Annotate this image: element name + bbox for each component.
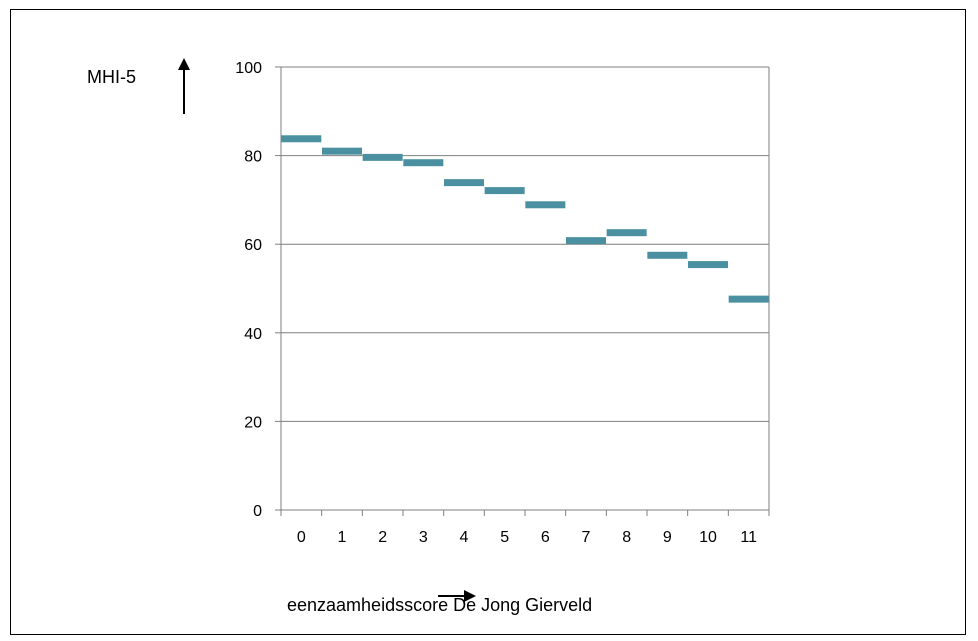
data-marker [281,135,322,143]
y-tick-labels: 0 20 40 60 80 100 [235,60,262,520]
y-tick-label: 20 [244,414,262,431]
x-tick-label: 1 [338,529,347,546]
x-tick-label: 5 [500,529,509,546]
x-tick-label: 6 [541,529,550,546]
x-tick-label: 2 [378,529,387,546]
x-axis-label: eenzaamheidsscore De Jong Gierveld [287,595,592,615]
x-tick-label: 9 [663,529,672,546]
gridlines [281,66,769,422]
data-marker [688,261,728,269]
data-marker [728,295,769,303]
x-tick-label: 11 [740,529,757,546]
y-axis-label: MHI-5 [87,67,136,87]
data-marker [444,179,484,187]
data-markers [281,135,769,303]
y-axis-arrow-icon [178,58,190,114]
x-tick-label: 8 [622,529,631,546]
data-marker [566,237,606,245]
x-tick-label: 0 [297,529,306,546]
chart-frame [10,9,966,635]
y-tick-label: 60 [244,237,262,254]
data-marker [484,187,525,195]
x-axis-arrow-icon [438,590,476,602]
y-tick-label: 0 [253,503,262,520]
data-marker [403,159,444,167]
x-tick-labels: 0 1 2 3 4 5 6 7 8 9 10 11 [297,529,757,546]
data-marker [525,201,566,209]
data-marker [647,251,688,259]
y-tick-label: 80 [244,149,262,166]
data-marker [322,147,362,155]
data-marker [606,229,647,237]
data-marker [362,153,403,161]
axes [275,66,770,516]
y-tick-label: 100 [235,60,262,77]
x-tick-label: 7 [582,529,591,546]
x-tick-label: 10 [699,529,717,546]
y-tick-label: 40 [244,326,262,343]
x-tick-label: 4 [460,529,469,546]
x-tick-label: 3 [419,529,428,546]
